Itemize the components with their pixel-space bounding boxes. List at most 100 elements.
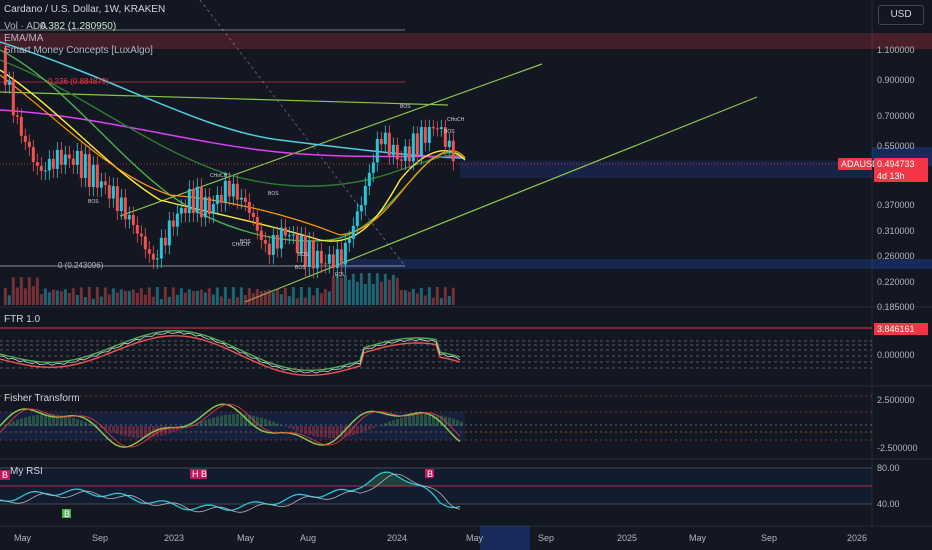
fisher-bar — [196, 423, 199, 426]
smc-legend[interactable]: Smart Money Concepts [LuxAlgo] — [4, 45, 153, 56]
candle-body — [79, 150, 83, 178]
fisher-bar — [148, 426, 151, 438]
price-tick-label: 0.900000 — [877, 75, 915, 85]
time-tick-label: May — [466, 533, 484, 543]
volume-bar — [107, 294, 111, 305]
candle-body — [199, 186, 203, 218]
volume-bar — [99, 296, 103, 305]
volume-bar — [175, 294, 179, 305]
candle-body — [283, 227, 287, 236]
candlestick-series — [3, 39, 455, 278]
candle-body — [267, 243, 271, 255]
fisher-bar — [360, 426, 363, 433]
candle-body — [31, 147, 35, 163]
fisher-bar — [200, 421, 203, 426]
candle-body — [259, 230, 263, 240]
volume-bar — [279, 294, 283, 305]
candle-body — [211, 204, 215, 215]
volume-bar — [3, 287, 7, 305]
rsi-marker-b3-bg — [425, 469, 434, 478]
candle-body — [443, 127, 447, 147]
fisher-bar — [284, 426, 287, 427]
fisher-bar — [72, 417, 75, 426]
volume-bar — [123, 290, 127, 305]
fisher-bar — [432, 414, 435, 426]
volume-bar — [283, 287, 287, 305]
volume-bar — [287, 296, 291, 305]
fisher-bar — [364, 426, 367, 432]
volume-bar — [303, 297, 307, 305]
smc-label: BOS — [240, 239, 251, 245]
ftr-legend[interactable]: FTR 1.0 — [4, 314, 41, 325]
fisher-bar — [452, 418, 455, 426]
volume-bar — [147, 287, 151, 305]
volume-bar — [115, 292, 119, 305]
fisher-bar — [280, 424, 283, 426]
fisher-legend[interactable]: Fisher Transform — [4, 393, 80, 404]
volume-bar — [331, 276, 335, 305]
fisher-bar — [348, 426, 351, 436]
candle-body — [207, 196, 211, 215]
volume-bar — [387, 279, 391, 305]
ema-legend[interactable]: EMA/MA — [4, 33, 44, 44]
time-tick-label: May — [14, 533, 32, 543]
supply-zone-axis — [872, 33, 932, 49]
fisher-bar — [20, 418, 23, 426]
candle-body — [135, 224, 139, 234]
fisher-bar — [44, 414, 47, 426]
fisher-bar — [32, 415, 35, 426]
fisher-bar — [8, 422, 11, 426]
price-tick-label: 0.220000 — [877, 277, 915, 287]
fisher-bar — [236, 414, 239, 426]
fisher-bar — [92, 425, 95, 426]
fisher-bar — [272, 421, 275, 426]
volume-bar — [159, 298, 163, 305]
rsi-legend[interactable]: My RSI — [10, 466, 43, 477]
fisher-bar — [328, 426, 331, 438]
ftr-level-tag: 3.846161 — [877, 324, 915, 334]
volume-bar — [451, 287, 455, 305]
volume-bar — [435, 287, 439, 305]
price-tick-label: 0.370000 — [877, 200, 915, 210]
price-tick-label: 1.100000 — [877, 45, 915, 55]
candle-body — [279, 227, 283, 249]
candle-body — [311, 240, 315, 269]
candle-body — [447, 140, 451, 147]
time-axis[interactable]: May Sep 2023 May Aug 2024 May Sep 2025 May Sep 2026 — [14, 533, 867, 543]
candle-body — [139, 233, 143, 237]
fisher-bar — [16, 419, 19, 426]
time-tick-label: Sep — [538, 533, 554, 543]
rsi-marker-b2: B — [64, 509, 70, 519]
candle-body — [203, 196, 207, 218]
fisher-bar — [56, 414, 59, 426]
fisher-bar — [12, 421, 15, 426]
currency-button[interactable]: USD — [878, 5, 924, 25]
candle-body — [371, 162, 375, 173]
vol-legend[interactable]: Vol · ADA — [4, 21, 47, 32]
ftr-tag-bg — [874, 323, 928, 335]
candle-body — [343, 243, 347, 265]
candle-body — [323, 263, 327, 265]
volume-bar — [351, 273, 355, 305]
fisher-bar — [184, 426, 187, 428]
smc-label: BOS — [88, 199, 99, 205]
fisher-bar — [356, 426, 359, 434]
fisher-bar — [216, 416, 219, 426]
volume-bar — [383, 273, 387, 305]
volume-bar — [399, 290, 403, 305]
fisher-bar — [416, 414, 419, 426]
volume-bar — [243, 295, 247, 305]
candle-body — [263, 239, 267, 244]
price-axis[interactable]: 1.100000 0.900000 0.700000 0.550000 0.370000… — [877, 45, 915, 312]
fisher-bar — [384, 423, 387, 426]
volume-bar — [339, 277, 343, 305]
candle-body — [423, 127, 427, 143]
candle-body — [251, 212, 255, 218]
candle-body — [75, 150, 79, 165]
fisher-bar — [84, 421, 87, 426]
candle-body — [403, 146, 407, 161]
candle-body — [355, 211, 359, 226]
rsi-ma-line — [0, 473, 461, 513]
volume-bar — [167, 296, 171, 305]
